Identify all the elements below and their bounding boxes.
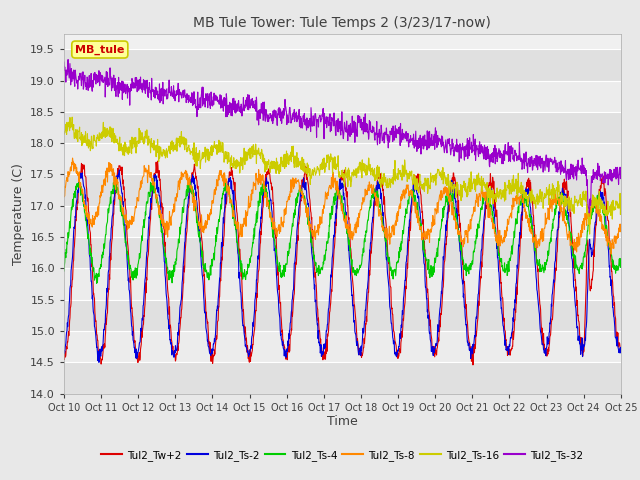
Bar [64,268,621,300]
Tul2_Ts-8 [617,226,625,232]
Tul2_Tw+2 [60,354,68,360]
Tul2_Tw+2 [318,351,326,357]
X-axis label: Time: Time [327,415,358,429]
Tul2_Ts-32 [586,210,593,216]
Tul2_Ts-32 [64,57,72,62]
Tul2_Ts-2 [95,360,103,365]
Tul2_Tw+2 [469,362,477,368]
Tul2_Ts-2 [115,167,123,173]
Tul2_Ts-16 [297,166,305,172]
Title: MB Tule Tower: Tule Temps 2 (3/23/17-now): MB Tule Tower: Tule Temps 2 (3/23/17-now… [193,16,492,30]
Tul2_Ts-4 [378,212,385,218]
Line: Tul2_Ts-8: Tul2_Ts-8 [64,158,621,254]
Tul2_Ts-8 [68,155,76,161]
Line: Tul2_Ts-32: Tul2_Ts-32 [64,60,621,213]
Tul2_Ts-32 [318,112,326,118]
Tul2_Ts-2 [104,287,111,293]
Tul2_Ts-16 [378,177,385,183]
Tul2_Ts-16 [318,167,326,172]
Tul2_Ts-2 [617,345,625,351]
Tul2_Ts-8 [318,214,326,219]
Bar [64,362,621,394]
Tul2_Ts-4 [126,262,134,268]
Tul2_Ts-2 [297,193,305,199]
Tul2_Ts-32 [60,59,68,65]
Tul2_Ts-4 [150,175,157,181]
Tul2_Ts-32 [297,114,305,120]
Line: Tul2_Ts-4: Tul2_Ts-4 [64,178,621,283]
Tul2_Ts-32 [308,123,316,129]
Tul2_Ts-4 [308,245,316,251]
Tul2_Ts-16 [126,137,134,143]
Tul2_Tw+2 [308,235,316,241]
Tul2_Ts-8 [308,230,316,236]
Tul2_Ts-16 [60,132,68,137]
Tul2_Ts-32 [126,88,134,94]
Tul2_Tw+2 [378,171,385,177]
Tul2_Ts-2 [127,308,134,314]
Tul2_Ts-4 [104,219,111,225]
Tul2_Ts-2 [308,255,316,261]
Tul2_Ts-4 [60,268,68,274]
Tul2_Ts-8 [126,218,134,224]
Tul2_Tw+2 [126,267,134,273]
Tul2_Tw+2 [617,348,625,354]
Tul2_Ts-16 [308,168,316,174]
Tul2_Ts-2 [60,348,68,354]
Bar [64,49,621,81]
Tul2_Ts-16 [104,133,111,139]
Bar [64,237,621,268]
Bar [64,174,621,206]
Tul2_Ts-8 [378,217,385,223]
Tul2_Ts-32 [617,168,625,174]
Tul2_Ts-8 [297,183,305,189]
Bar [64,206,621,237]
Tul2_Tw+2 [154,158,161,164]
Line: Tul2_Tw+2: Tul2_Tw+2 [64,161,621,365]
Tul2_Ts-2 [319,349,326,355]
Tul2_Tw+2 [103,311,111,317]
Bar [64,112,621,143]
Tul2_Ts-4 [297,188,305,194]
Tul2_Ts-2 [378,196,385,202]
Tul2_Ts-4 [617,260,625,265]
Tul2_Ts-16 [68,114,76,120]
Y-axis label: Temperature (C): Temperature (C) [12,163,25,264]
Tul2_Ts-4 [93,280,100,286]
Line: Tul2_Ts-16: Tul2_Ts-16 [64,117,621,234]
Text: MB_tule: MB_tule [75,44,125,55]
Line: Tul2_Ts-2: Tul2_Ts-2 [64,170,621,362]
Tul2_Ts-32 [104,69,111,75]
Legend: Tul2_Tw+2, Tul2_Ts-2, Tul2_Ts-4, Tul2_Ts-8, Tul2_Ts-16, Tul2_Ts-32: Tul2_Tw+2, Tul2_Ts-2, Tul2_Ts-4, Tul2_Ts… [97,445,588,465]
Tul2_Ts-8 [60,194,68,200]
Tul2_Ts-4 [319,267,326,273]
Tul2_Ts-16 [617,200,625,206]
Tul2_Ts-8 [104,179,111,185]
Bar [64,81,621,112]
Bar [64,300,621,331]
Tul2_Ts-8 [607,251,615,257]
Tul2_Tw+2 [297,197,305,203]
Bar [64,331,621,362]
Tul2_Ts-32 [378,122,385,128]
Bar [64,143,621,174]
Tul2_Ts-16 [586,231,593,237]
